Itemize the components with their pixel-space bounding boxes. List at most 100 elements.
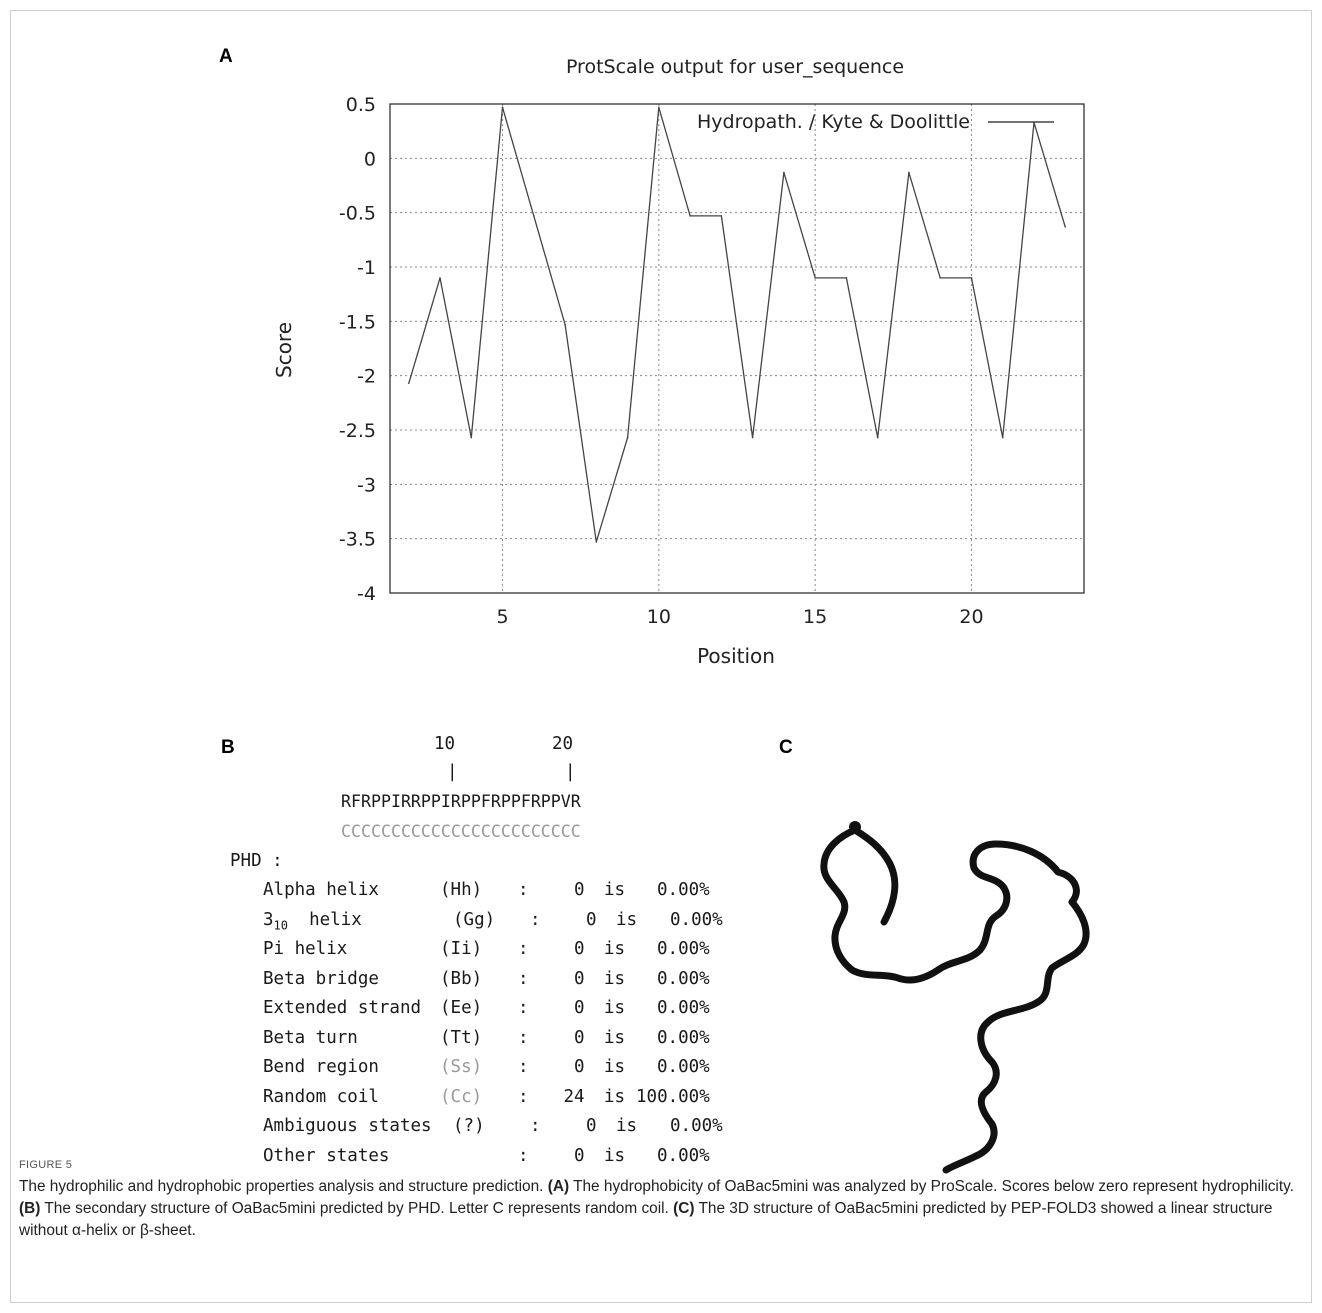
- phd-row-colon: :: [518, 998, 529, 1018]
- figure-caption: The hydrophilic and hydrophobic properti…: [19, 1176, 1304, 1242]
- phd-row-is: is: [616, 1116, 638, 1136]
- phd-row-colon: :: [518, 1027, 529, 1048]
- phd-row-percent: 0.00%: [657, 880, 710, 900]
- data-point: [626, 436, 629, 439]
- phd-row-code: (Ii): [440, 939, 483, 959]
- terminus-marker: [849, 821, 861, 833]
- phd-row-count: 0: [586, 1116, 597, 1136]
- phd-row-name: Ambiguous states: [263, 1116, 432, 1136]
- phd-row-colon: :: [518, 1057, 529, 1077]
- x-tick-label: 5: [496, 606, 508, 628]
- phd-row-colon: :: [530, 1116, 541, 1136]
- phd-row-colon: :: [518, 968, 529, 989]
- data-point: [751, 436, 754, 439]
- y-tick-label: -1: [357, 257, 376, 279]
- data-point: [689, 215, 691, 217]
- phd-row-is: is: [604, 998, 626, 1018]
- grid: [390, 104, 1084, 593]
- phd-row-is: is: [604, 880, 626, 900]
- data-point: [658, 106, 660, 109]
- phd-row-code: (Hh): [440, 880, 483, 900]
- plot-frame: [389, 103, 1085, 594]
- data-point: [783, 171, 785, 174]
- phd-row-count: 0: [574, 880, 585, 900]
- panel-label-c: C: [779, 737, 793, 758]
- data-points: [407, 106, 1067, 543]
- phd-row-is: is: [604, 1086, 626, 1107]
- phd-row-count: 0: [586, 909, 597, 930]
- data-point: [1001, 436, 1004, 439]
- data-point: [470, 436, 473, 439]
- data-point: [439, 277, 441, 279]
- phd-row-colon: :: [518, 1086, 529, 1107]
- phd-header: PHD :: [230, 851, 283, 871]
- x-tick-label: 10: [647, 606, 671, 628]
- phd-row-colon: :: [518, 939, 529, 959]
- phd-row-name: Pi helix: [263, 939, 348, 959]
- series-line-hydropathy: [408, 107, 1066, 543]
- phd-row-code: (Ee): [440, 998, 483, 1018]
- phd-row-name: Other states: [263, 1145, 390, 1166]
- y-tick-label: -3.5: [339, 529, 376, 551]
- phd-row-code: (Cc): [440, 1086, 483, 1107]
- panel-label-a: A: [219, 46, 233, 67]
- figure-label: FIGURE 5: [19, 1159, 73, 1171]
- phd-row-name: Bend region: [263, 1057, 379, 1077]
- y-tick-label: -2: [357, 366, 376, 388]
- phd-row-code: (Ss): [440, 1057, 483, 1077]
- phd-row-name: Extended strand: [263, 998, 422, 1018]
- phd-row-name: Beta turn: [263, 1027, 358, 1048]
- data-point: [970, 277, 973, 279]
- legend-label: Hydropath. / Kyte & Doolittle: [697, 111, 970, 133]
- phd-row-percent: 0.00%: [657, 1027, 710, 1048]
- phd-row-colon: :: [518, 1145, 529, 1166]
- hydropathy-chart: ProtScale output for user_sequence 0.5 0 -…: [272, 56, 1085, 668]
- phd-row-count: 0: [574, 1057, 585, 1077]
- phd-row-percent: 0.00%: [657, 998, 710, 1018]
- x-axis-label: Position: [697, 644, 775, 668]
- data-point: [814, 277, 816, 279]
- panel-label-b: B: [221, 737, 235, 758]
- y-tick-label: 0.5: [346, 94, 376, 116]
- phd-row-colon: :: [530, 909, 541, 930]
- phd-row-code: (Tt): [440, 1027, 483, 1048]
- caption-intro: The hydrophilic and hydrophobic properti…: [19, 1178, 544, 1195]
- phd-row-is: is: [604, 1145, 626, 1166]
- phd-row-percent: 0.00%: [657, 939, 710, 959]
- helix-prefix: 3: [263, 909, 274, 930]
- data-point: [501, 106, 504, 109]
- caption-c-tag: (C): [673, 1200, 695, 1217]
- caption-a-tag: (A): [547, 1178, 570, 1195]
- axis-ticks: 0.5 0 -0.5 -1 -1.5 -2 -2.5 -3 -3.5 -4 5 10 15 20: [339, 94, 984, 628]
- ruler-label-20: 20: [552, 734, 574, 754]
- phd-row-is: is: [616, 909, 638, 930]
- data-point: [533, 215, 535, 217]
- phd-row-count: 24: [563, 1086, 585, 1107]
- ruler-label-10: 10: [434, 734, 456, 754]
- amino-acid-sequence: RFRPPIRRPPIRPPFRPPFRPPVR: [341, 792, 581, 811]
- y-axis-label: Score: [272, 322, 296, 378]
- caption-c-text: The 3D structure of OaBac5mini predicted…: [19, 1200, 1273, 1239]
- phd-row-percent: 100.00%: [636, 1086, 710, 1107]
- phd-row-is: is: [604, 1027, 626, 1048]
- hairpin-loop: [851, 826, 899, 926]
- data-point: [876, 436, 879, 439]
- data-point: [1064, 225, 1067, 228]
- phd-row-count: 0: [574, 1145, 585, 1166]
- y-tick-label: -3: [357, 474, 376, 496]
- x-tick-label: 20: [959, 606, 983, 628]
- legend: Hydropath. / Kyte & Doolittle: [697, 111, 1054, 133]
- phd-row-percent: 0.00%: [657, 1145, 710, 1166]
- figure-frame: [10, 10, 1312, 1303]
- phd-row-name: Random coil: [263, 1086, 379, 1107]
- data-point: [845, 277, 848, 279]
- caption-a-text: The hydrophobicity of OaBac5mini was ana…: [573, 1178, 1294, 1195]
- chart-title: ProtScale output for user_sequence: [566, 56, 904, 78]
- phd-row-is: is: [604, 968, 626, 989]
- phd-row-code: (Gg): [453, 909, 496, 930]
- phd-row-is: is: [604, 1057, 626, 1077]
- x-tick-label: 15: [803, 606, 827, 628]
- phd-row-is: is: [604, 939, 626, 959]
- phd-row-percent: 0.00%: [657, 968, 710, 989]
- caption-b-text: The secondary structure of OaBac5mini pr…: [44, 1200, 669, 1217]
